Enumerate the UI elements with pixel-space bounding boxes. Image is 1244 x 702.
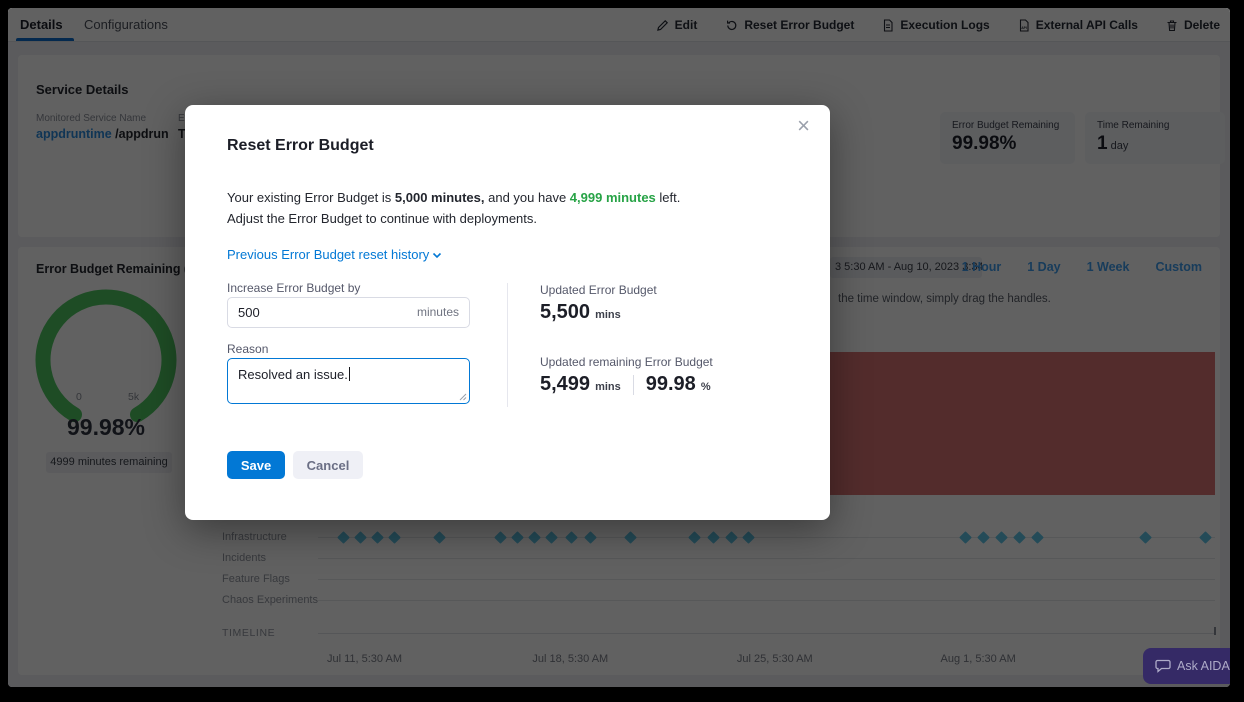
minutes-left-value: 4,999 minutes (569, 190, 656, 205)
chevron-down-icon (433, 252, 442, 258)
updated-budget-value: 5,500 mins (540, 301, 621, 323)
increase-budget-field: minutes (227, 297, 470, 328)
updated-remaining-value: 5,499 mins 99.98 % (540, 373, 711, 395)
increase-budget-input[interactable] (228, 298, 398, 327)
text-caret (348, 367, 350, 381)
save-button[interactable]: Save (227, 451, 285, 479)
resize-grip-icon[interactable] (459, 393, 467, 401)
reason-textarea[interactable]: Resolved an issue. (227, 358, 470, 404)
modal-divider (507, 283, 508, 407)
reset-error-budget-modal: × Reset Error Budget Your existing Error… (185, 105, 830, 520)
chat-bubble-icon (1155, 659, 1171, 673)
app-window: Details Configurations EditReset Error B… (8, 8, 1230, 687)
reset-history-link[interactable]: Previous Error Budget reset history (227, 247, 443, 262)
modal-title: Reset Error Budget (227, 137, 374, 154)
ask-aida-button[interactable]: Ask AIDA (1143, 648, 1230, 684)
value-divider (632, 374, 634, 395)
ask-aida-label: Ask AIDA (1177, 659, 1230, 673)
cancel-button[interactable]: Cancel (293, 451, 363, 479)
updated-remaining-label: Updated remaining Error Budget (540, 355, 713, 369)
increase-budget-label: Increase Error Budget by (227, 281, 361, 295)
updated-budget-label: Updated Error Budget (540, 283, 657, 297)
minutes-suffix: minutes (416, 305, 459, 319)
close-icon[interactable]: × (797, 113, 810, 138)
reason-label: Reason (227, 342, 269, 356)
modal-body-text: Your existing Error Budget is 5,000 minu… (227, 190, 681, 226)
